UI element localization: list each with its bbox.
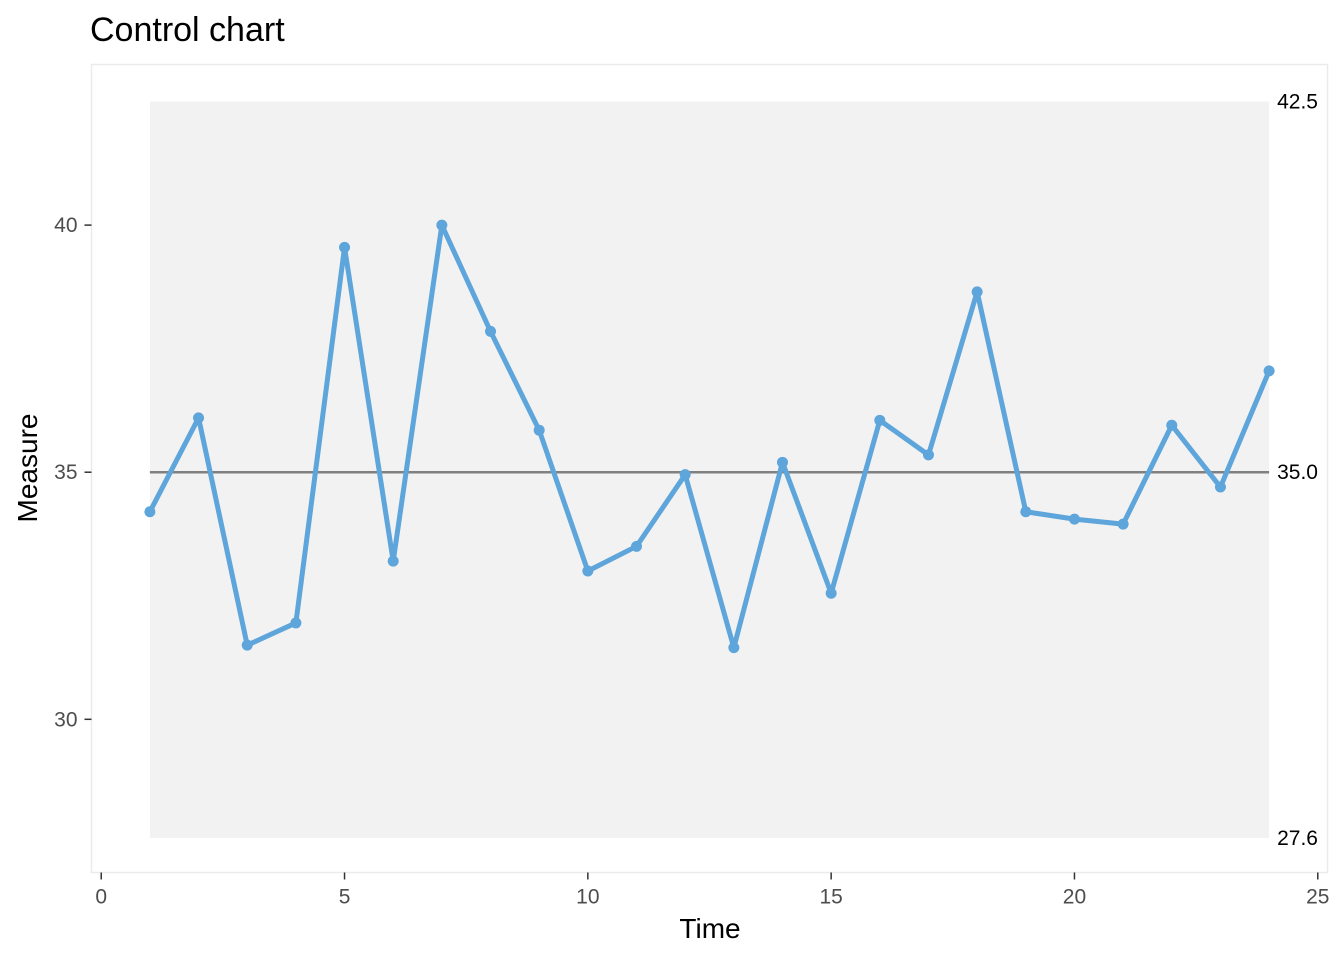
data-point: [728, 642, 740, 654]
data-point: [144, 506, 156, 518]
data-point: [874, 414, 886, 426]
data-point: [1214, 481, 1226, 493]
series-points: [144, 219, 1275, 654]
data-point: [339, 241, 351, 253]
data-point: [1263, 365, 1275, 377]
panel-border: [90, 63, 1329, 874]
data-point: [631, 540, 643, 552]
x-tick-label: 15: [819, 886, 842, 909]
data-point: [922, 449, 934, 461]
data-point: [436, 219, 448, 231]
data-point: [776, 456, 788, 468]
data-point: [825, 587, 837, 599]
data-point: [679, 469, 691, 481]
data-point: [1117, 518, 1129, 530]
data-point: [533, 424, 545, 436]
y-tick-label: 35: [54, 461, 77, 484]
data-point: [387, 555, 399, 567]
data-point: [582, 565, 594, 577]
y-axis: 30 35 40: [54, 214, 92, 731]
y-tick-label: 30: [54, 708, 77, 731]
limit-label: 35.0: [1277, 461, 1318, 484]
x-axis-title: Time: [679, 913, 740, 944]
data-point: [193, 412, 205, 424]
x-tick-label: 0: [95, 886, 107, 909]
series-line: [147, 222, 1272, 651]
y-tick-label: 40: [54, 214, 77, 237]
data-point: [485, 325, 497, 337]
data-point: [1020, 506, 1032, 518]
chart-title: Control chart: [90, 11, 285, 49]
limit-label: 42.5: [1277, 91, 1318, 114]
data-point: [1068, 513, 1080, 525]
x-tick-label: 20: [1063, 886, 1086, 909]
limit-labels: 42.5 35.0 27.6: [1277, 91, 1318, 850]
data-point: [290, 617, 302, 629]
data-point: [971, 286, 983, 298]
data-point: [1166, 419, 1178, 431]
limit-label: 27.6: [1277, 827, 1318, 850]
x-tick-label: 25: [1306, 886, 1329, 909]
data-point: [241, 639, 253, 651]
x-axis: 0 5 10 15 20 25: [95, 872, 1329, 909]
y-axis-title: Measure: [12, 414, 43, 523]
x-tick-label: 5: [339, 886, 351, 909]
x-tick-label: 10: [576, 886, 599, 909]
control-limit-band: [149, 101, 1270, 838]
